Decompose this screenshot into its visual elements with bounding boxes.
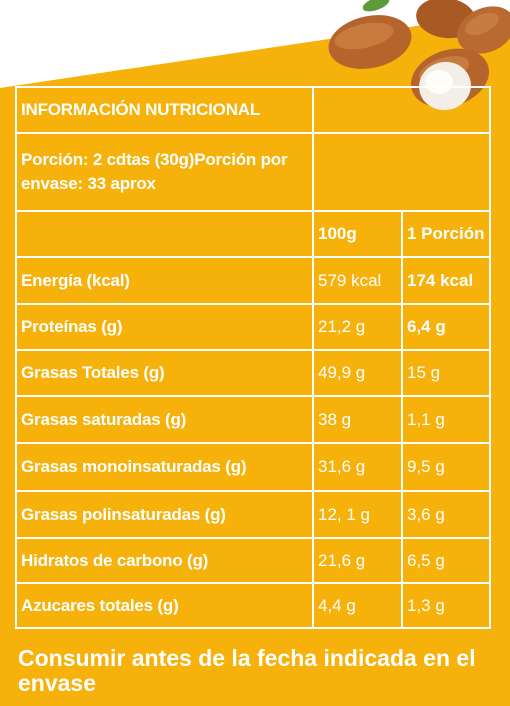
value-per-100g: 21,2 g	[312, 303, 403, 351]
table-title-row: INFORMACIÓN NUTRICIONAL	[15, 86, 491, 134]
table-row: Grasas saturadas (g) 38 g 1,1 g	[15, 395, 491, 444]
nutrient-label: Hidratos de carbono (g)	[15, 537, 314, 584]
value-per-portion: 1,3 g	[401, 582, 491, 629]
nutrient-label: Proteínas (g)	[15, 303, 314, 351]
value-per-portion: 174 kcal	[401, 256, 491, 305]
empty-cell	[15, 210, 314, 258]
table-row: Grasas Totales (g) 49,9 g 15 g	[15, 349, 491, 397]
table-row: Grasas polinsaturadas (g) 12, 1 g 3,6 g	[15, 490, 491, 539]
portion-text: Porción: 2 cdtas (30g)Porción por envase…	[15, 132, 314, 212]
table-row: Grasas monoinsaturadas (g) 31,6 g 9,5 g	[15, 442, 491, 492]
nutrient-label: Grasas Totales (g)	[15, 349, 314, 397]
value-per-portion: 6,5 g	[401, 537, 491, 584]
best-before-note: Consumir antes de la fecha indicada en e…	[18, 645, 476, 696]
nutrient-label: Grasas saturadas (g)	[15, 395, 314, 444]
value-per-100g: 579 kcal	[312, 256, 403, 305]
nutrient-label: Grasas monoinsaturadas (g)	[15, 442, 314, 492]
table-row: Proteínas (g) 21,2 g 6,4 g	[15, 303, 491, 351]
nutrient-label: Grasas polinsaturadas (g)	[15, 490, 314, 539]
value-per-portion: 15 g	[401, 349, 491, 397]
leaf	[362, 0, 390, 12]
value-per-100g: 4,4 g	[312, 582, 403, 629]
value-per-100g: 12, 1 g	[312, 490, 403, 539]
nutrition-table: INFORMACIÓN NUTRICIONAL Porción: 2 cdtas…	[15, 86, 491, 629]
value-per-portion: 3,6 g	[401, 490, 491, 539]
value-per-portion: 6,4 g	[401, 303, 491, 351]
value-per-100g: 21,6 g	[312, 537, 403, 584]
nutrient-label: Azucares totales (g)	[15, 582, 314, 629]
portion-row: Porción: 2 cdtas (30g)Porción por envase…	[15, 132, 491, 212]
empty-cell	[312, 86, 491, 134]
table-title: INFORMACIÓN NUTRICIONAL	[15, 86, 314, 134]
nutrient-label: Energía (kcal)	[15, 256, 314, 305]
empty-cell	[312, 132, 491, 212]
table-row: Energía (kcal) 579 kcal 174 kcal	[15, 256, 491, 305]
column-header-row: 100g 1 Porción	[15, 210, 491, 258]
value-per-portion: 1,1 g	[401, 395, 491, 444]
value-per-portion: 9,5 g	[401, 442, 491, 492]
column-header-portion: 1 Porción	[401, 210, 491, 258]
table-row: Azucares totales (g) 4,4 g 1,3 g	[15, 582, 491, 629]
table-row: Hidratos de carbono (g) 21,6 g 6,5 g	[15, 537, 491, 584]
value-per-100g: 31,6 g	[312, 442, 403, 492]
value-per-100g: 38 g	[312, 395, 403, 444]
column-header-100g: 100g	[312, 210, 403, 258]
value-per-100g: 49,9 g	[312, 349, 403, 397]
